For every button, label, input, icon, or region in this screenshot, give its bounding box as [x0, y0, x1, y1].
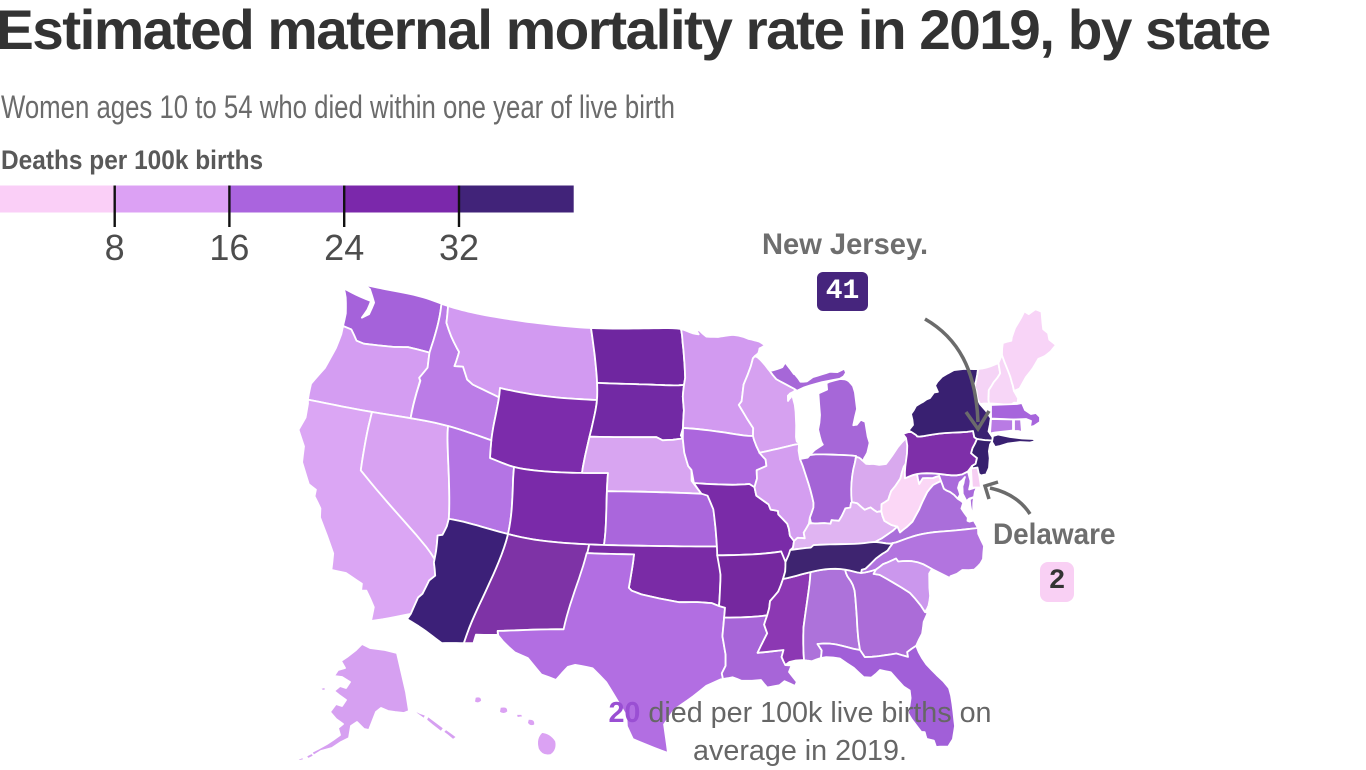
svg-text:24: 24 — [324, 227, 364, 268]
svg-text:32: 32 — [439, 227, 479, 268]
svg-text:8: 8 — [105, 227, 125, 268]
svg-text:16: 16 — [209, 227, 249, 268]
